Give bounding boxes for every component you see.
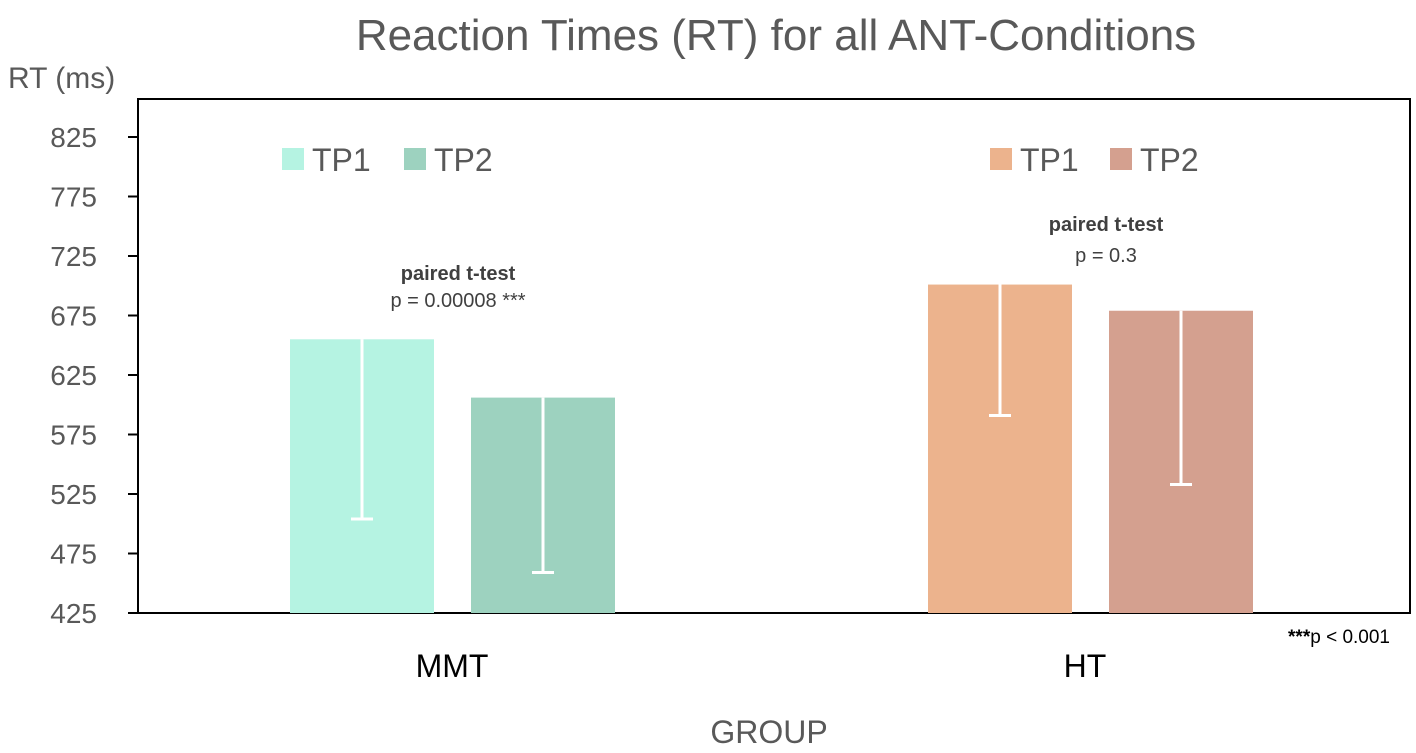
category-labels: MMT HT	[416, 648, 1107, 684]
y-tick-label: 575	[50, 420, 97, 451]
x-axis-label: GROUP	[710, 714, 827, 750]
y-tick-label: 775	[50, 182, 97, 213]
category-label-ht: HT	[1064, 648, 1107, 684]
legend-swatch-ht-tp1	[990, 148, 1012, 170]
significance-note: ***p < 0.001	[1288, 627, 1390, 648]
legend-swatch-mmt-tp2	[404, 148, 426, 170]
plot-area-frame	[137, 98, 1411, 614]
category-label-mmt: MMT	[416, 648, 489, 684]
legend-label-mmt-tp1: TP1	[312, 142, 371, 178]
legend-label-ht-tp2: TP2	[1140, 142, 1199, 178]
bars-layer	[290, 284, 1253, 613]
annotation-test-ht: paired t-test	[1049, 214, 1164, 236]
y-tick-label: 475	[50, 539, 97, 570]
y-tick-label: 825	[50, 122, 97, 153]
legend-swatch-mmt-tp1	[282, 148, 304, 170]
annotation-test-mmt: paired t-test	[401, 263, 516, 285]
annotations-layer: paired t-test p = 0.00008 *** paired t-tes…	[390, 214, 1163, 312]
legend-label-ht-tp1: TP1	[1020, 142, 1079, 178]
chart-title: Reaction Times (RT) for all ANT-Conditio…	[356, 11, 1196, 60]
legends-layer: TP1 TP2 TP1 TP2	[282, 142, 1199, 178]
y-axis-label: RT (ms)	[8, 62, 115, 95]
significance-text: p < 0.001	[1310, 627, 1390, 648]
annotation-p-ht: p = 0.3	[1075, 245, 1137, 267]
y-tick-label: 525	[50, 479, 97, 510]
legend-label-mmt-tp2: TP2	[434, 142, 493, 178]
y-tick-label: 675	[50, 301, 97, 332]
y-axis-ticks: 825 775 725 675 625 575 525 475 425	[50, 122, 138, 629]
y-tick-label: 725	[50, 241, 97, 272]
y-tick-label: 625	[50, 360, 97, 391]
significance-stars: ***	[1288, 627, 1311, 648]
legend-swatch-ht-tp2	[1110, 148, 1132, 170]
annotation-p-mmt: p = 0.00008 ***	[390, 290, 525, 312]
y-tick-label: 425	[50, 598, 97, 629]
